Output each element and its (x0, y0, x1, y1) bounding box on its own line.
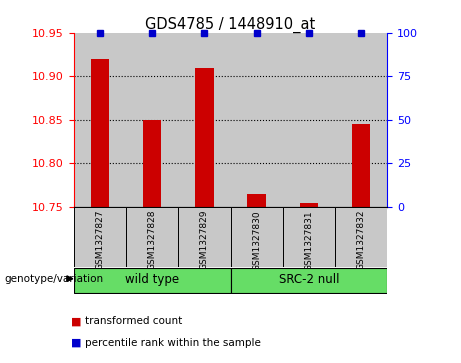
Bar (178, 33, 230, 207)
Text: GSM1327827: GSM1327827 (95, 210, 104, 270)
Bar (91, 59, 109, 207)
Bar (230, 207, 283, 267)
Text: SRC-2 null: SRC-2 null (278, 273, 339, 286)
Bar (335, 207, 387, 267)
Bar (74, 207, 126, 267)
Text: transformed count: transformed count (85, 316, 183, 326)
Bar (230, 268, 387, 293)
Bar (300, 203, 318, 207)
Bar (126, 207, 178, 267)
Bar (230, 33, 283, 207)
Bar (248, 194, 266, 207)
Bar (195, 68, 213, 207)
Bar (283, 33, 335, 207)
Bar (126, 33, 178, 207)
Bar (335, 33, 387, 207)
Polygon shape (67, 276, 73, 281)
Text: ■: ■ (71, 316, 82, 326)
Text: percentile rank within the sample: percentile rank within the sample (85, 338, 261, 348)
Text: GDS4785 / 1448910_at: GDS4785 / 1448910_at (145, 16, 316, 33)
Bar (178, 207, 230, 267)
Bar (74, 33, 126, 207)
Text: GSM1327832: GSM1327832 (357, 210, 366, 270)
Bar (74, 268, 230, 293)
Bar (283, 207, 335, 267)
Bar (143, 120, 161, 207)
Bar (352, 124, 370, 207)
Text: GSM1327829: GSM1327829 (200, 210, 209, 270)
Text: GSM1327830: GSM1327830 (252, 210, 261, 270)
Text: ■: ■ (71, 338, 82, 348)
Text: genotype/variation: genotype/variation (5, 274, 104, 284)
Text: wild type: wild type (125, 273, 179, 286)
Text: GSM1327831: GSM1327831 (304, 210, 313, 270)
Text: GSM1327828: GSM1327828 (148, 210, 157, 270)
